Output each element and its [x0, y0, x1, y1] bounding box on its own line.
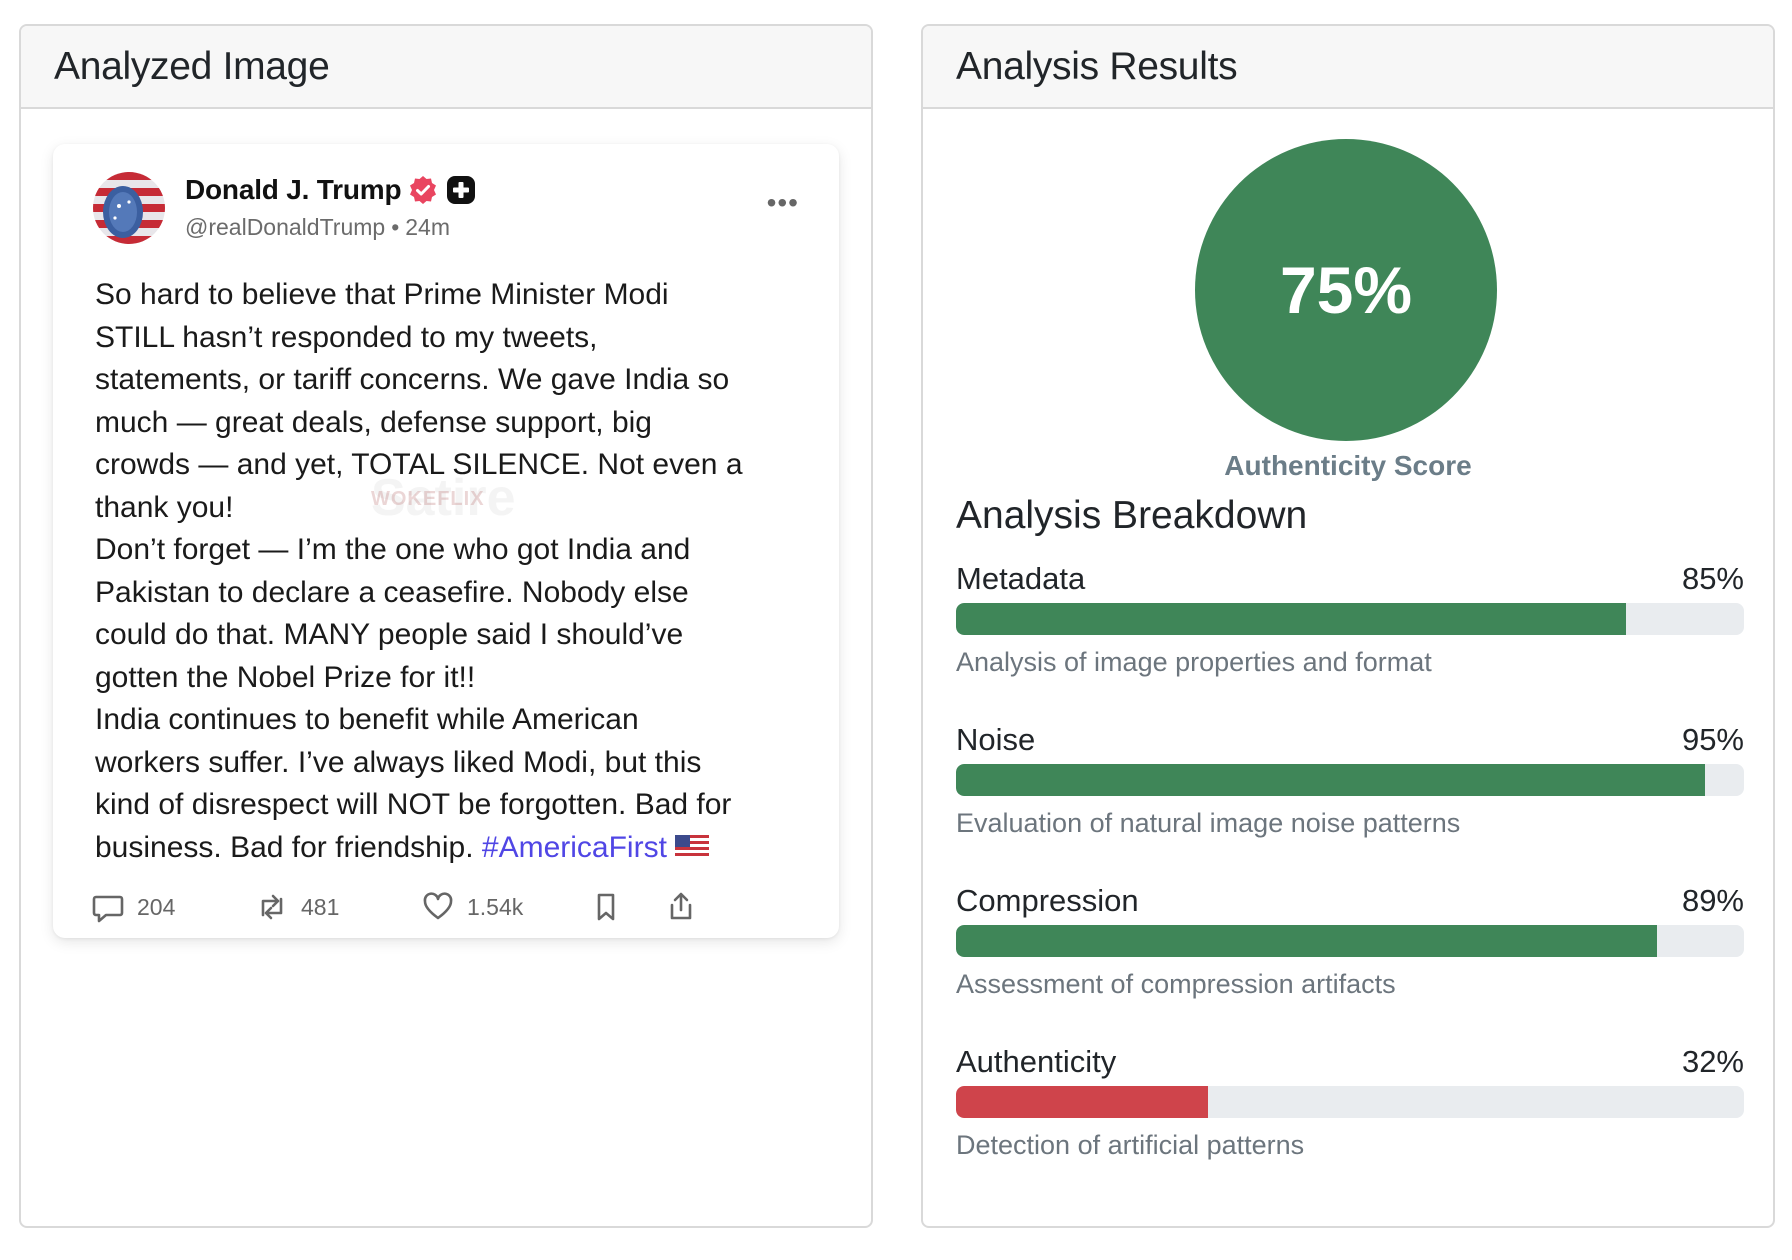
progress-bar	[956, 603, 1744, 635]
reply-count: 204	[137, 893, 176, 920]
watermark: WOKEFLIX	[371, 488, 485, 510]
tweet-card: Donald J. Trump @realDonaldTrump • 24m •••…	[53, 144, 839, 938]
progress-fill	[956, 925, 1658, 957]
metric-noise: Noise 95% Evaluation of natural image noi…	[956, 722, 1744, 839]
tweet-body: So hard to believe that Prime Minister M…	[95, 278, 743, 864]
metric-metadata: Metadata 85% Analysis of image properties…	[956, 561, 1744, 678]
progress-fill	[956, 764, 1705, 796]
metric-description: Evaluation of natural image noise patter…	[956, 808, 1461, 838]
bookmark-button[interactable]	[589, 890, 623, 924]
metric-value: 89%	[1681, 883, 1744, 918]
author-name[interactable]: Donald J. Trump	[185, 174, 402, 205]
like-count: 1.54k	[467, 893, 524, 920]
tweet-actions: 204 481 1.54k	[91, 890, 811, 930]
bookmark-icon	[597, 893, 615, 921]
repost-count: 481	[301, 893, 340, 920]
metric-description: Detection of artificial patterns	[956, 1130, 1305, 1160]
score-value: 75%	[1279, 253, 1413, 327]
authenticity-score-circle: 75%	[1195, 139, 1497, 441]
panel-header: Analysis Results	[923, 26, 1773, 109]
watermark-large: Satire	[371, 469, 516, 527]
progress-fill	[956, 603, 1626, 635]
metric-name: Noise	[956, 722, 1036, 757]
avatar[interactable]	[93, 172, 165, 244]
panel-title: Analyzed Image	[54, 44, 330, 88]
metric-name: Compression	[956, 883, 1139, 918]
progress-bar	[956, 1086, 1744, 1118]
repost-icon	[261, 894, 283, 920]
panel-title: Analysis Results	[956, 44, 1238, 88]
progress-bar	[956, 925, 1744, 957]
comment-icon	[92, 895, 124, 923]
author-row: Donald J. Trump	[185, 174, 477, 206]
us-flag-icon	[674, 834, 709, 859]
metric-authenticity: Authenticity 32% Detection of artificial …	[956, 1044, 1744, 1161]
tweet-text: So hard to believe that Prime Minister M…	[95, 274, 811, 869]
breakdown-title: Analysis Breakdown	[956, 494, 1308, 537]
metric-compression: Compression 89% Assessment of compression…	[956, 883, 1744, 1000]
verified-badge-icon	[410, 176, 437, 204]
progress-bar	[956, 764, 1744, 796]
separator-dot: •	[391, 214, 400, 240]
metric-description: Analysis of image properties and format	[956, 647, 1432, 677]
metric-value: 85%	[1681, 561, 1744, 596]
plus-badge-icon	[447, 176, 476, 204]
metric-value: 32%	[1681, 1044, 1744, 1079]
share-icon	[670, 892, 692, 920]
like-button[interactable]: 1.54k	[421, 890, 523, 924]
share-button[interactable]	[664, 890, 698, 924]
metric-description: Assessment of compression artifacts	[956, 969, 1396, 999]
handle[interactable]: @realDonaldTrump	[185, 214, 386, 240]
score-label: Authenticity Score	[1224, 450, 1472, 481]
analyzed-image-panel: Analyzed Image Donald J. Trump	[19, 24, 873, 1228]
reply-button[interactable]: 204	[91, 890, 175, 924]
more-options-icon[interactable]: •••	[766, 187, 799, 218]
timestamp: 24m	[405, 214, 450, 240]
metric-value: 95%	[1681, 722, 1744, 757]
progress-fill	[956, 1086, 1209, 1118]
panel-header: Analyzed Image	[21, 26, 871, 109]
metric-name: Authenticity	[956, 1044, 1117, 1079]
repost-button[interactable]: 481	[255, 890, 339, 924]
analysis-results-panel: Analysis Results 75% Authenticity Score …	[921, 24, 1775, 1228]
heart-icon	[423, 892, 453, 920]
metric-name: Metadata	[956, 561, 1086, 596]
hashtag-link[interactable]: #AmericaFirst	[481, 830, 667, 864]
handle-line: @realDonaldTrump • 24m	[185, 214, 450, 241]
